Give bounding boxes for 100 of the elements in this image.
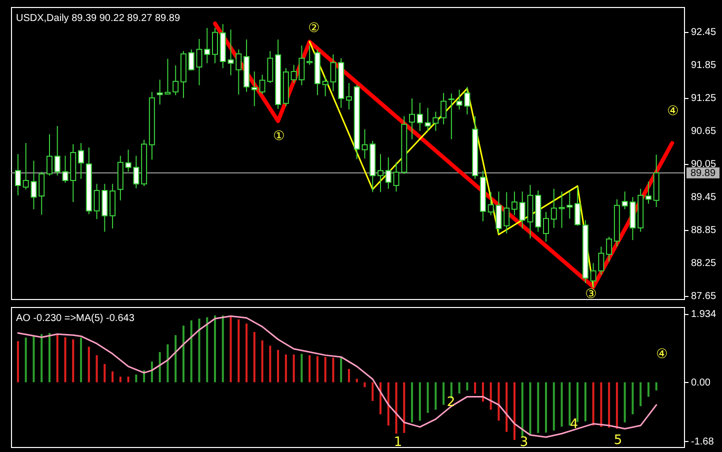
annotation: 3 [520,435,528,450]
bar [40,334,43,382]
y-tick-label: 91.85 [691,60,716,71]
candlestick [46,134,52,176]
candlestick [504,192,510,234]
bar [135,374,138,382]
bar [269,346,272,382]
bar [356,378,358,382]
y-tick-label: 90.65 [691,126,716,137]
bar [387,382,390,426]
bar [206,317,208,382]
text: AO -0.230 =>MA(5) -0.643 [16,313,135,324]
bar [490,382,492,410]
bar [545,382,548,433]
bar [426,382,429,413]
y-tick-label: 91.25 [691,92,716,104]
annotation: ④ [656,347,668,362]
bar [284,354,287,382]
bar [166,344,169,382]
candlestick [543,211,550,242]
candlestick [251,70,258,107]
bar [506,382,508,432]
bar [442,382,445,405]
candlestick [440,92,447,125]
y-tick-label: 88.25 [691,258,716,270]
bar [119,376,122,382]
candlestick [416,102,423,132]
bar [316,356,318,382]
bar [56,334,58,382]
bar [340,357,342,382]
bar [48,333,50,382]
bar [466,382,468,390]
candlestick [346,82,352,110]
bar [308,355,311,382]
line-series [308,40,594,288]
bar [521,382,524,437]
bar [72,339,74,382]
bar [552,382,555,430]
bar [32,336,35,382]
bar [24,338,27,382]
candlestick [448,93,454,140]
bar [482,382,484,402]
bar [150,362,153,382]
candlestick [172,64,179,96]
bar [584,382,586,422]
candlestick [606,236,612,262]
annotation: 1 [394,435,402,450]
candlestick [409,98,416,140]
candlestick [550,188,557,228]
bar [174,335,177,382]
bar [332,358,334,382]
candlestick [14,154,21,196]
bar [513,382,516,440]
bar [434,382,437,410]
bar [624,382,626,422]
bar [238,319,240,382]
y-tick-label: 90.05 [691,159,716,170]
y-tick-label: 89.45 [691,192,716,204]
bar [246,324,248,382]
candlestick [385,156,392,190]
candlestick [511,191,518,216]
bar [104,364,106,382]
annotation: 5 [614,433,622,448]
bar [300,354,303,382]
y-tick-label: 92.45 [691,26,716,38]
bar [616,382,618,429]
candlestick [78,142,84,180]
bar [112,371,114,382]
candlestick [54,126,60,176]
bar [395,382,398,434]
bar [608,382,610,428]
bar [182,326,184,382]
bar [190,320,192,382]
bar [458,382,460,394]
bar [372,382,374,401]
bar [537,382,540,433]
y-tick-label: 0.00 [691,377,711,388]
y-tick-label: -1.68 [691,436,714,448]
bar [64,337,66,382]
bar [647,382,650,397]
bar [261,340,264,382]
bar [324,356,326,382]
candlestick [574,186,581,226]
bar [127,376,130,382]
bar [560,382,563,427]
bar [253,332,256,382]
annotation: 4 [570,417,578,432]
bar [632,382,634,414]
bar [364,382,366,388]
ref-line-label: 89.89 [690,168,716,179]
bar [80,338,82,382]
candlestick [378,154,384,193]
bar [418,382,421,421]
bar [529,382,532,436]
bar [16,341,19,382]
bar [600,382,602,427]
bar [640,382,642,406]
candlestick [645,181,652,204]
candlestick [306,45,313,66]
bar [568,382,571,426]
